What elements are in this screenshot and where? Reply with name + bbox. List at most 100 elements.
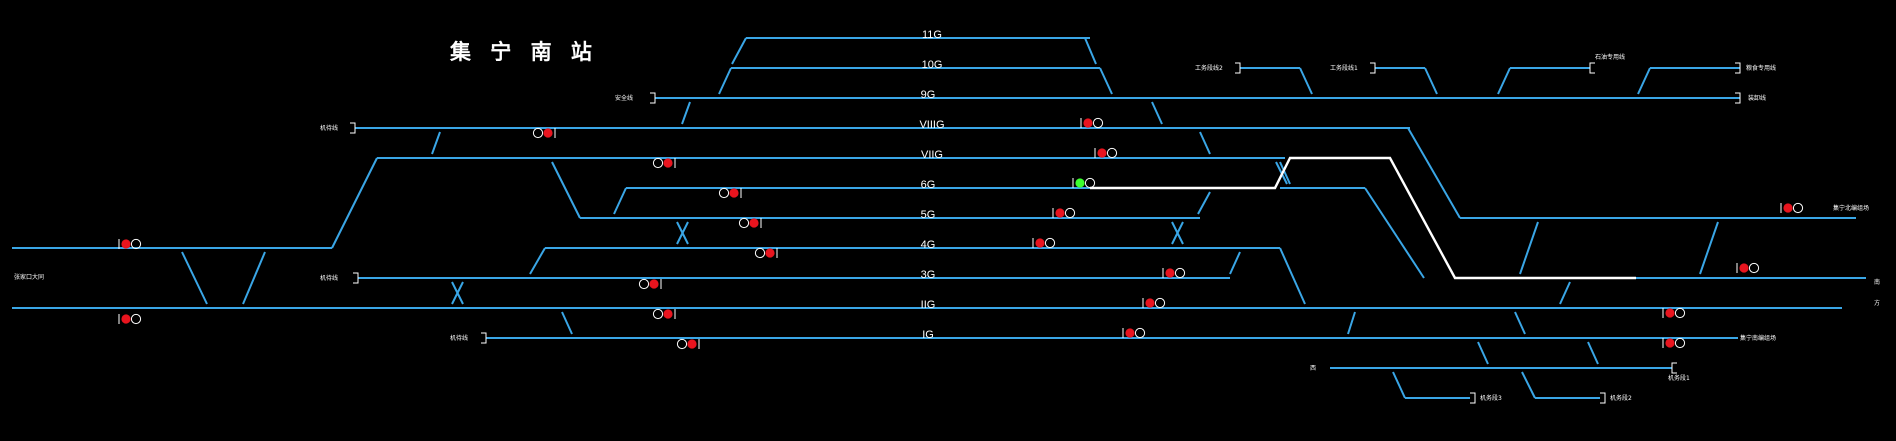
track-label: 6G (921, 179, 936, 191)
turnout[interactable] (1521, 371, 1536, 399)
track-label: 11G (922, 29, 942, 41)
turnout[interactable] (331, 157, 378, 249)
signal-lamp-lit (729, 188, 739, 198)
turnout[interactable] (1497, 67, 1511, 95)
signal-s-far-right-4[interactable] (1662, 337, 1686, 349)
crossover[interactable] (451, 281, 464, 305)
signal-s-ig-right[interactable] (1122, 327, 1146, 339)
label-jiwu-1: 机务段1 (1668, 374, 1690, 382)
turnout[interactable] (1279, 247, 1306, 305)
turnout[interactable] (1197, 191, 1211, 215)
signal-s-far-right-1[interactable] (1780, 202, 1804, 214)
turnout[interactable] (561, 311, 573, 335)
label-qian-chu-xian: 机待线 (450, 334, 468, 342)
station-title: 集 宁 南 站 (450, 39, 598, 64)
signal-lamp-lit (663, 158, 673, 168)
turnout[interactable] (1477, 341, 1489, 365)
signal-s-viiig-left[interactable] (532, 127, 556, 139)
signal-s-6g-right[interactable] (1072, 177, 1096, 189)
label-jiwu-2: 机务段2 (1610, 394, 1632, 402)
signal-s-4g-left[interactable] (754, 247, 778, 259)
turnout[interactable] (1559, 281, 1571, 305)
signal-lamp-lit (1097, 148, 1107, 158)
track-label: 4G (921, 239, 936, 251)
turnout[interactable] (1424, 67, 1438, 95)
signal-s-iig-right[interactable] (1142, 297, 1166, 309)
track-label: VIIIG (919, 119, 944, 131)
signal-s-4g-right[interactable] (1032, 237, 1056, 249)
turnout[interactable] (529, 247, 546, 275)
turnout[interactable] (681, 101, 691, 125)
signal-lamp-dark (1792, 202, 1804, 214)
turnout[interactable] (1199, 131, 1211, 155)
turnout[interactable] (1514, 311, 1526, 335)
track-lines (12, 37, 1866, 399)
signal-lamp-lit (765, 248, 775, 258)
signal-s-far-right-2[interactable] (1736, 262, 1760, 274)
signal-s-5g-left[interactable] (738, 217, 762, 229)
turnout[interactable] (242, 251, 266, 305)
signal-lamp-dark (1084, 177, 1096, 189)
turnout[interactable] (431, 131, 441, 155)
track-label: VIIG (921, 149, 943, 161)
turnout[interactable] (1151, 101, 1163, 125)
signal-lamp-lit (1783, 203, 1793, 213)
signal-s-3g-right[interactable] (1162, 267, 1186, 279)
signal-s-left-lower[interactable] (118, 313, 142, 325)
signal-lamp-lit (749, 218, 759, 228)
signal-s-far-right-3[interactable] (1662, 307, 1686, 319)
track-label: IIG (921, 299, 936, 311)
signal-s-3g-left[interactable] (638, 278, 662, 290)
signal-s-6g-left[interactable] (718, 187, 742, 199)
label-gongwu-2: 工务段线2 (1195, 64, 1223, 72)
turnout[interactable] (1407, 127, 1461, 219)
signal-lamp-dark (1674, 307, 1686, 319)
turnout[interactable] (1637, 67, 1651, 95)
buffer-stop (1370, 62, 1376, 74)
buffer-stop (353, 272, 359, 284)
turnout[interactable] (551, 161, 581, 219)
turnout[interactable] (718, 67, 732, 95)
signal-lamp-lit (1165, 268, 1175, 278)
label-zhuangxie: 装卸线 (1748, 94, 1766, 102)
signal-lamp-dark (718, 187, 730, 199)
signal-s-viig-left[interactable] (652, 157, 676, 169)
label-liangshi-zhuanyong: 粮食专用线 (1746, 64, 1776, 72)
signal-lamp-lit (1665, 338, 1675, 348)
signal-lamp-lit (1083, 118, 1093, 128)
turnout[interactable] (1347, 311, 1356, 335)
track-label: IG (922, 329, 934, 341)
turnout[interactable] (613, 187, 627, 215)
track-label: 9G (921, 89, 936, 101)
turnout[interactable] (1699, 221, 1719, 275)
turnout[interactable] (1229, 251, 1241, 275)
turnout[interactable] (1084, 37, 1097, 65)
signal-s-viig-right[interactable] (1094, 147, 1118, 159)
signal-s-5g-right[interactable] (1052, 207, 1076, 219)
turnout[interactable] (1392, 371, 1406, 399)
crossover[interactable] (676, 221, 689, 245)
turnout[interactable] (1099, 67, 1113, 95)
signal-lamp-lit (121, 239, 131, 249)
track-end-stops (350, 62, 1741, 404)
track-label: 10G (922, 59, 943, 71)
signal-lamp-dark (652, 157, 664, 169)
turnout[interactable] (1587, 341, 1599, 365)
signal-lamp-dark (1064, 207, 1076, 219)
label-jining-north: 集宁北编组场 (1833, 204, 1869, 212)
turnout[interactable] (1519, 221, 1539, 275)
turnout[interactable] (181, 251, 208, 305)
signal-lamp-dark (1134, 327, 1146, 339)
turnout[interactable] (1299, 67, 1313, 95)
buffer-stop (1671, 362, 1677, 374)
signal-s-ig-left[interactable] (676, 338, 700, 350)
turnout[interactable] (1364, 187, 1425, 279)
buffer-stop (1735, 92, 1741, 104)
turnout[interactable] (731, 37, 747, 65)
crossover[interactable] (1171, 221, 1184, 245)
turnout[interactable] (1279, 161, 1291, 185)
signal-lamp-dark (1044, 237, 1056, 249)
signal-s-viiig-right[interactable] (1080, 117, 1104, 129)
signal-s-iig-left[interactable] (652, 308, 676, 320)
signal-s-left-upper[interactable] (118, 238, 142, 250)
